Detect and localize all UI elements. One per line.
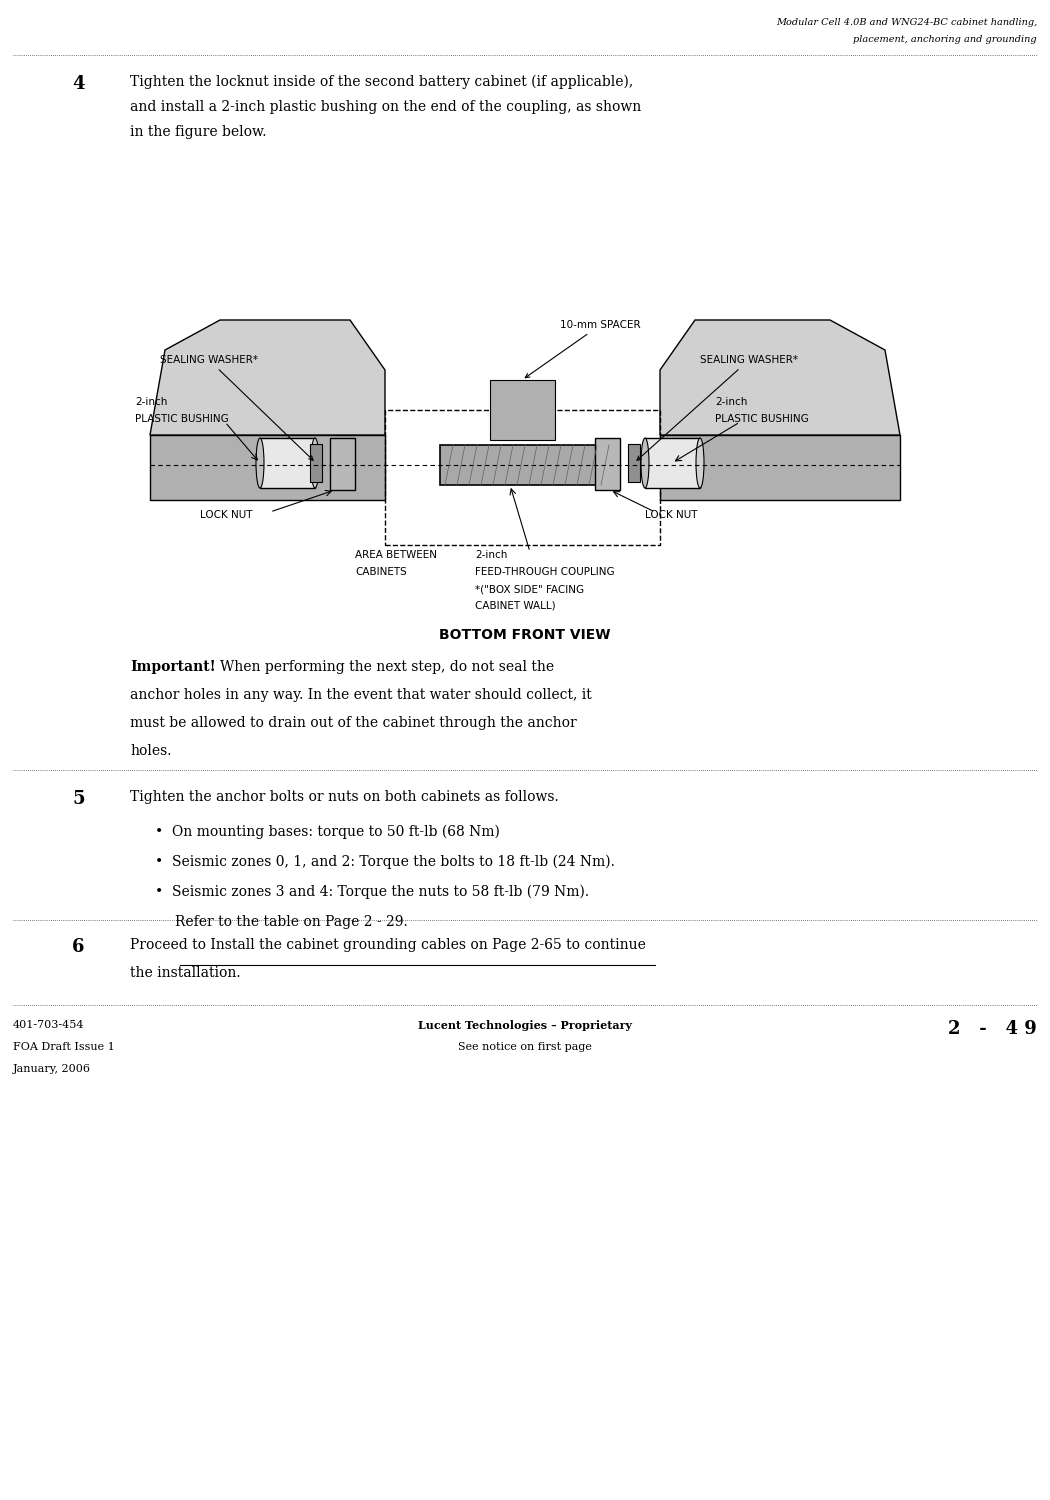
Text: 2-inch: 2-inch [715, 398, 748, 406]
Text: •  Seismic zones 0, 1, and 2: Torque the bolts to 18 ft-lb (24 Nm).: • Seismic zones 0, 1, and 2: Torque the … [155, 855, 615, 870]
Bar [628, 444, 640, 482]
Text: See notice on first page: See notice on first page [458, 1042, 592, 1052]
Polygon shape [660, 320, 900, 435]
Text: anchor holes in any way. In the event that water should collect, it: anchor holes in any way. In the event th… [130, 688, 592, 702]
Bar [645, 438, 700, 488]
Text: PLASTIC BUSHING: PLASTIC BUSHING [135, 414, 229, 424]
Text: LOCK NUT: LOCK NUT [200, 510, 252, 520]
Text: Important!: Important! [130, 660, 215, 674]
Text: •  On mounting bases: torque to 50 ft-lb (68 Nm): • On mounting bases: torque to 50 ft-lb … [155, 825, 500, 840]
Text: SEALING WASHER*: SEALING WASHER* [160, 356, 313, 460]
Text: 10-mm SPACER: 10-mm SPACER [525, 320, 640, 378]
Bar [385, 410, 660, 544]
Text: When performing the next step, do not seal the: When performing the next step, do not se… [220, 660, 554, 674]
Text: placement, anchoring and grounding: placement, anchoring and grounding [854, 34, 1037, 44]
Text: in the figure below.: in the figure below. [130, 124, 267, 140]
Text: Proceed to Install the cabinet grounding cables on Page 2-65 to continue: Proceed to Install the cabinet grounding… [130, 938, 646, 952]
Text: •  Seismic zones 3 and 4: Torque the nuts to 58 ft-lb (79 Nm).: • Seismic zones 3 and 4: Torque the nuts… [155, 885, 589, 900]
Ellipse shape [696, 438, 704, 488]
Bar [310, 444, 322, 482]
Text: 4: 4 [72, 75, 84, 93]
Text: Tighten the anchor bolts or nuts on both cabinets as follows.: Tighten the anchor bolts or nuts on both… [130, 790, 559, 804]
Text: must be allowed to drain out of the cabinet through the anchor: must be allowed to drain out of the cabi… [130, 716, 576, 730]
Text: CABINETS: CABINETS [355, 567, 406, 578]
Text: 2-inch: 2-inch [135, 398, 167, 406]
Text: the installation.: the installation. [130, 966, 240, 980]
Bar [440, 446, 610, 485]
Text: 401-703-454: 401-703-454 [13, 1020, 84, 1031]
Bar [330, 438, 355, 491]
Text: BOTTOM FRONT VIEW: BOTTOM FRONT VIEW [439, 628, 611, 642]
Text: 2   -   4 9: 2 - 4 9 [948, 1020, 1037, 1038]
Text: FEED-THROUGH COUPLING: FEED-THROUGH COUPLING [475, 567, 614, 578]
Polygon shape [660, 435, 900, 500]
Bar [595, 438, 619, 491]
Text: 2-inch: 2-inch [475, 550, 507, 560]
Text: 5: 5 [72, 790, 85, 808]
Ellipse shape [311, 438, 319, 488]
Text: January, 2006: January, 2006 [13, 1064, 91, 1074]
Text: SEALING WASHER*: SEALING WASHER* [637, 356, 798, 460]
Text: Modular Cell 4.0B and WNG24-BC cabinet handling,: Modular Cell 4.0B and WNG24-BC cabinet h… [776, 18, 1037, 27]
Text: 6: 6 [72, 938, 84, 956]
Text: PLASTIC BUSHING: PLASTIC BUSHING [715, 414, 808, 424]
Text: holes.: holes. [130, 744, 171, 758]
Text: Lucent Technologies – Proprietary: Lucent Technologies – Proprietary [418, 1020, 632, 1031]
Ellipse shape [256, 438, 264, 488]
Polygon shape [150, 320, 385, 435]
Text: Tighten the locknut inside of the second battery cabinet (if applicable),: Tighten the locknut inside of the second… [130, 75, 633, 90]
Text: FOA Draft Issue 1: FOA Draft Issue 1 [13, 1042, 114, 1052]
Text: *("BOX SIDE" FACING: *("BOX SIDE" FACING [475, 584, 584, 594]
Text: Refer to the table on Page 2 - 29.: Refer to the table on Page 2 - 29. [175, 915, 407, 928]
Bar [490, 380, 555, 440]
Text: AREA BETWEEN: AREA BETWEEN [355, 550, 437, 560]
Polygon shape [150, 435, 385, 500]
Text: LOCK NUT: LOCK NUT [645, 510, 697, 520]
Ellipse shape [640, 438, 649, 488]
Text: and install a 2-inch plastic bushing on the end of the coupling, as shown: and install a 2-inch plastic bushing on … [130, 100, 642, 114]
Bar [260, 438, 315, 488]
Text: CABINET WALL): CABINET WALL) [475, 602, 555, 610]
